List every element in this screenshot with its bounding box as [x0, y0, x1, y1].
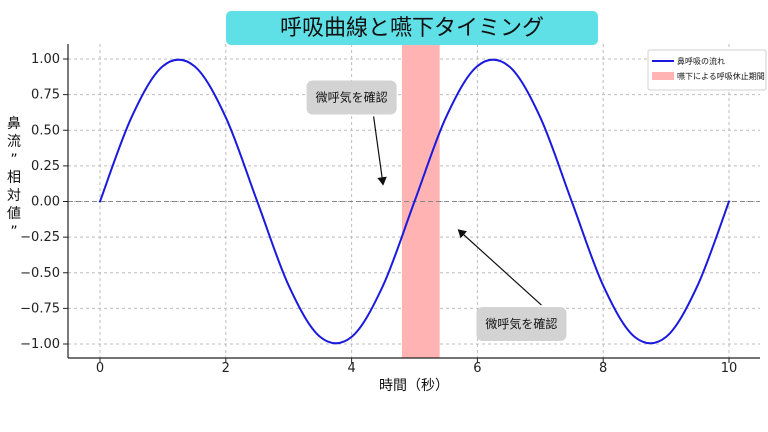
y-tick-label: 0.75 — [31, 88, 60, 103]
x-tick-label: 0 — [96, 361, 104, 376]
legend-label-region: 嚥下による呼吸休止期間 — [677, 71, 765, 81]
y-tick-label: −0.75 — [20, 301, 60, 316]
y-axis-title-char: 相 — [7, 170, 21, 186]
y-axis-title-char: ” — [10, 152, 17, 168]
y-axis-title-char: 対 — [7, 188, 21, 204]
annotation-label-2: 微呼気を確認 — [485, 316, 557, 331]
y-tick-label: 1.00 — [31, 52, 60, 67]
chart-title-group: 呼吸曲線と嚥下タイミング — [226, 11, 598, 45]
x-axis-title: 時間（秒） — [379, 378, 449, 394]
y-axis-title-char: 値 — [7, 206, 21, 222]
x-tick-label: 8 — [599, 361, 607, 376]
annotation-box-2 — [476, 307, 567, 342]
y-axis-title-char: 流 — [7, 134, 21, 150]
annotation-arrow-2 — [457, 229, 542, 306]
y-tick-label: 0.25 — [31, 159, 60, 174]
x-tick-label: 6 — [473, 361, 481, 376]
annotation-label-1: 微呼気を確認 — [316, 89, 388, 104]
y-axis-title-char: ” — [10, 224, 17, 240]
y-tick-label: −0.25 — [20, 230, 60, 245]
y-tick-label: −0.50 — [20, 266, 60, 281]
legend-box — [647, 49, 767, 91]
y-tick-label: −1.00 — [20, 337, 60, 352]
tick-layer: 0 2 4 6 8 10 1.00 0.75 0.50 0.25 0.00 −0.25 −0.50 −0.… — [20, 52, 737, 376]
y-axis-title: 鼻流 ” 相対値 ” — [7, 115, 21, 240]
x-tick-label: 4 — [347, 361, 355, 376]
y-tick-label: 0.00 — [31, 195, 60, 210]
chart-title: 呼吸曲線と嚥下タイミング — [280, 16, 544, 41]
annotation-box-1 — [306, 80, 397, 115]
series-line-0 — [99, 58, 730, 345]
legend-label-series: 鼻呼吸の流れ — [677, 56, 725, 66]
x-tick-label: 10 — [721, 361, 738, 376]
series-layer — [99, 58, 730, 345]
chart-title-box — [226, 11, 598, 45]
annotation-arrow-1 — [373, 116, 387, 186]
y-axis-title-char: 鼻 — [7, 115, 21, 132]
legend-region-swatch — [652, 72, 674, 80]
x-tick-label: 2 — [222, 361, 230, 376]
y-tick-label: 0.50 — [31, 123, 60, 138]
